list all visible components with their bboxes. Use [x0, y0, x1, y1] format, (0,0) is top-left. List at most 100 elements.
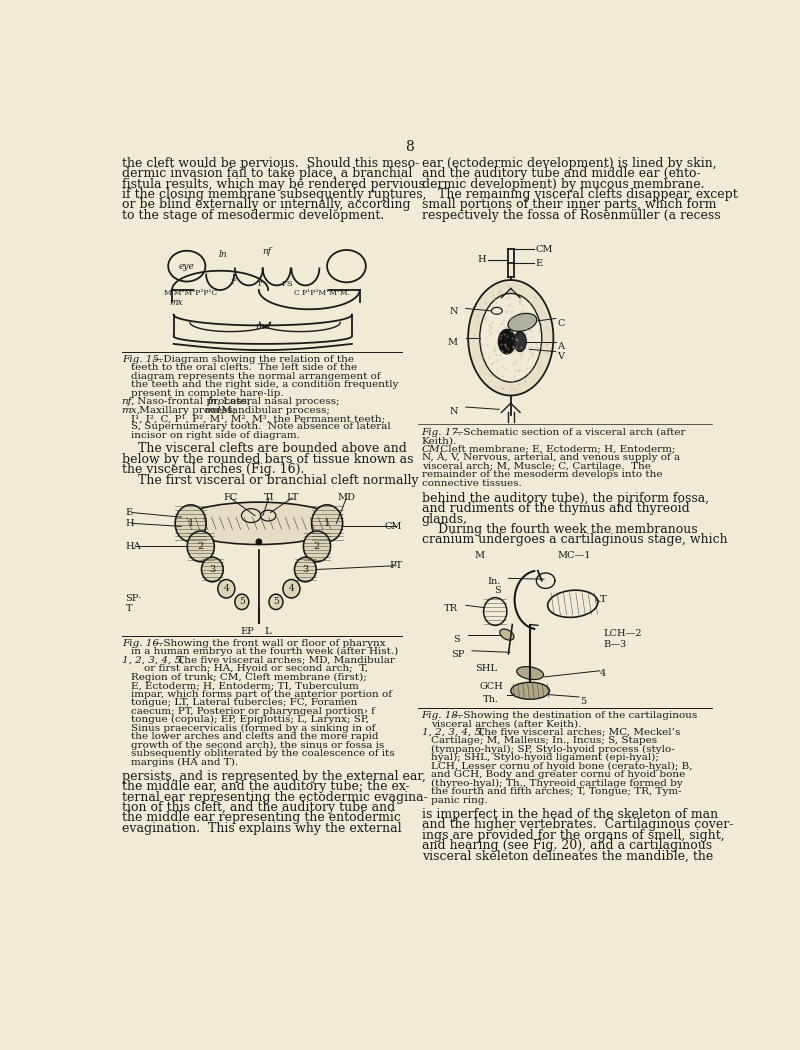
Text: ternal ear representing the ectodermic evagina-: ternal ear representing the ectodermic e…	[122, 791, 427, 803]
Text: and the auditory tube and middle ear (ento-: and the auditory tube and middle ear (en…	[422, 167, 700, 181]
Text: 2: 2	[198, 542, 204, 551]
Ellipse shape	[508, 313, 537, 332]
Ellipse shape	[480, 293, 542, 382]
Text: PT: PT	[389, 561, 402, 570]
Text: N: N	[450, 307, 458, 316]
Text: E, Ectoderm; H, Entoderm; TI, Tuberculum: E, Ectoderm; H, Entoderm; TI, Tuberculum	[131, 681, 358, 690]
Text: the lower arches and clefts and the more rapid: the lower arches and clefts and the more…	[131, 732, 378, 741]
Text: and hearing (see Fig. 20), and a cartilaginous: and hearing (see Fig. 20), and a cartila…	[422, 839, 712, 852]
Text: below by the rounded bars of tissue known as: below by the rounded bars of tissue know…	[122, 453, 413, 466]
Text: Fig. 17.: Fig. 17.	[422, 427, 462, 437]
Text: and rudiments of the thymus and thyreoid: and rudiments of the thymus and thyreoid	[422, 502, 690, 516]
Text: H: H	[126, 519, 134, 528]
Text: TI: TI	[264, 492, 274, 502]
Text: (thyreo-hyal); Th., Thyreoid cartilage formed by: (thyreo-hyal); Th., Thyreoid cartilage f…	[431, 779, 682, 788]
Text: is imperfect in the head of the skeleton of man: is imperfect in the head of the skeleton…	[422, 807, 718, 821]
Text: LT: LT	[286, 492, 298, 502]
Ellipse shape	[178, 502, 340, 545]
Ellipse shape	[514, 332, 526, 352]
Text: 1: 1	[324, 519, 330, 528]
Text: present in complete hare-lip.: present in complete hare-lip.	[131, 388, 284, 398]
Ellipse shape	[218, 580, 235, 598]
Text: margins (HA and T).: margins (HA and T).	[131, 757, 238, 766]
Text: 1, 2, 3, 4, 5,: 1, 2, 3, 4, 5,	[122, 656, 184, 665]
Text: SHL: SHL	[475, 664, 497, 673]
Text: panic ring.: panic ring.	[431, 796, 488, 804]
Text: Naso-frontal process;: Naso-frontal process;	[134, 397, 254, 406]
Text: C P¹P²M¹M²M.: C P¹P²M¹M²M.	[294, 289, 350, 297]
Text: cranium undergoes a cartilaginous stage, which: cranium undergoes a cartilaginous stage,…	[422, 533, 727, 546]
Text: and the higher vertebrates.  Cartilaginous cover-: and the higher vertebrates. Cartilaginou…	[422, 818, 733, 832]
Text: M: M	[448, 338, 458, 347]
Text: E: E	[535, 258, 542, 268]
Text: the teeth and the right side, a condition frequently: the teeth and the right side, a conditio…	[131, 380, 398, 390]
Text: the middle ear representing the entodermic: the middle ear representing the entoderm…	[122, 812, 401, 824]
Text: HA: HA	[126, 542, 141, 551]
Text: mx,: mx,	[122, 405, 141, 415]
Text: M: M	[474, 551, 485, 561]
Text: if the closing membrane subsequently ruptures,: if the closing membrane subsequently rup…	[122, 188, 426, 201]
Text: Mandibular process;: Mandibular process;	[218, 405, 330, 415]
Text: eye: eye	[179, 261, 194, 271]
Text: 2: 2	[314, 542, 320, 551]
Text: 5: 5	[273, 597, 279, 606]
Text: or be blind externally or internally, according: or be blind externally or internally, ac…	[122, 198, 410, 211]
Text: impar, which forms part of the anterior portion of: impar, which forms part of the anterior …	[131, 690, 392, 698]
Text: subsequently obliterated by the coalescence of its: subsequently obliterated by the coalesce…	[131, 749, 394, 758]
Text: persists, and is represented by the external ear,: persists, and is represented by the exte…	[122, 770, 426, 782]
Text: I²: I²	[230, 278, 238, 287]
Text: LCH, Lesser cornu of hyoid bone (cerato-hyal); B,: LCH, Lesser cornu of hyoid bone (cerato-…	[431, 761, 693, 771]
Text: respectively the fossa of Rosenmüller (a recess: respectively the fossa of Rosenmüller (a…	[422, 209, 720, 222]
Text: SP·: SP·	[126, 593, 142, 603]
Text: The first visceral or branchial cleft normally: The first visceral or branchial cleft no…	[122, 474, 418, 486]
Text: visceral skeleton delineates the mandible, the: visceral skeleton delineates the mandibl…	[422, 849, 713, 862]
Text: the middle ear, and the auditory tube; the ex-: the middle ear, and the auditory tube; t…	[122, 780, 410, 793]
Text: C: C	[558, 318, 565, 328]
Text: T: T	[600, 595, 606, 605]
Text: and GCH, Body and greater cornu of hyoid bone: and GCH, Body and greater cornu of hyoid…	[431, 770, 685, 779]
Text: A: A	[558, 341, 564, 351]
Text: TR: TR	[444, 604, 458, 613]
Text: FC: FC	[223, 492, 238, 502]
Text: MD: MD	[338, 492, 355, 502]
Text: The five visceral arches; MD, Mandibular: The five visceral arches; MD, Mandibular	[174, 656, 395, 665]
Text: Sinus praecervicalis (formed by a sinking in of: Sinus praecervicalis (formed by a sinkin…	[131, 723, 375, 733]
Text: ln,: ln,	[208, 397, 221, 406]
Text: Keith).: Keith).	[422, 437, 457, 445]
Text: S: S	[494, 586, 501, 595]
Text: S, Supernumerary tooth.  Note absence of lateral: S, Supernumerary tooth. Note absence of …	[131, 422, 390, 432]
Text: md: md	[255, 321, 270, 331]
Text: —Showing the destination of the cartilaginous: —Showing the destination of the cartilag…	[453, 711, 697, 720]
Ellipse shape	[175, 505, 206, 542]
Ellipse shape	[303, 531, 330, 562]
Text: In.: In.	[487, 576, 501, 586]
Text: —Showing the front wall or floor of pharynx: —Showing the front wall or floor of phar…	[153, 638, 386, 648]
Text: CM: CM	[535, 245, 553, 254]
Text: the cleft would be pervious.  Should this meso-: the cleft would be pervious. Should this…	[122, 156, 419, 170]
Text: The five visceral arches; MC, Meckel’s: The five visceral arches; MC, Meckel’s	[474, 728, 681, 737]
Text: Lateral nasal process;: Lateral nasal process;	[220, 397, 340, 406]
Text: N: N	[450, 407, 458, 416]
Text: nf: nf	[262, 247, 271, 256]
Text: evagination.  This explains why the external: evagination. This explains why the exter…	[122, 822, 402, 835]
Text: 5: 5	[239, 597, 245, 606]
Text: growth of the second arch), the sinus or fossa is: growth of the second arch), the sinus or…	[131, 740, 384, 750]
Text: Maxillary process;: Maxillary process;	[136, 405, 239, 415]
Text: tongue (copula); EP, Epiglottis; L, Larynx; SP,: tongue (copula); EP, Epiglottis; L, Lary…	[131, 715, 369, 724]
Text: 1, 2, 3, 4, 5,: 1, 2, 3, 4, 5,	[422, 728, 484, 737]
Text: incisor on right side of diagram.: incisor on right side of diagram.	[131, 430, 300, 440]
Text: I'S: I'S	[282, 280, 294, 288]
Text: Th.: Th.	[483, 695, 499, 704]
Text: 5: 5	[581, 697, 586, 706]
Text: (tympano-hyal); SP, Stylo-hyoid process (stylo-: (tympano-hyal); SP, Stylo-hyoid process …	[431, 744, 674, 754]
Text: MC—1: MC—1	[558, 551, 590, 561]
Text: EP: EP	[240, 627, 254, 635]
Text: tongue; LT, Lateral tubercles; FC, Foramen: tongue; LT, Lateral tubercles; FC, Foram…	[131, 698, 358, 707]
Text: S: S	[454, 634, 460, 644]
Text: Cartilage; M, Malleus; In., Incus; S, Stapes: Cartilage; M, Malleus; In., Incus; S, St…	[431, 736, 657, 746]
Text: 1: 1	[187, 519, 194, 528]
Text: SP: SP	[451, 650, 464, 659]
Text: Fig. 18.: Fig. 18.	[422, 711, 462, 720]
Text: md,: md,	[204, 405, 224, 415]
Text: H: H	[478, 255, 486, 265]
